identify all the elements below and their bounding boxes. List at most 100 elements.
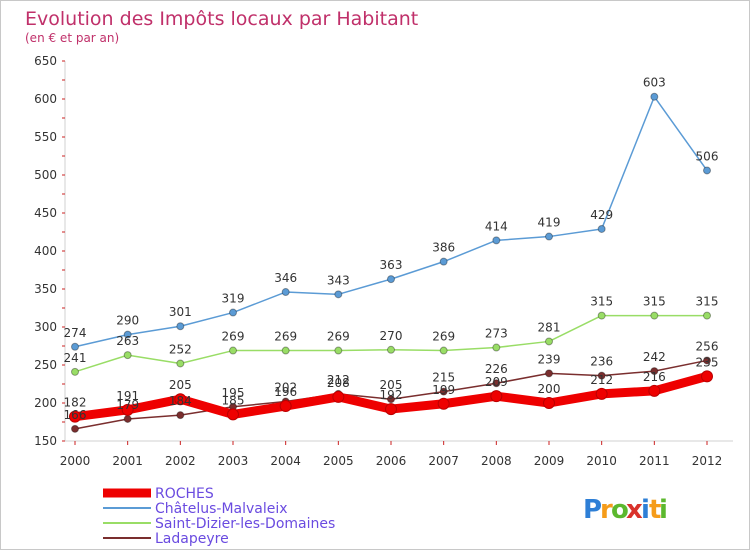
logo-letter: P [583, 495, 602, 525]
data-label: 200 [538, 382, 561, 396]
data-point [176, 322, 185, 331]
data-label: 346 [274, 271, 297, 285]
data-label: 603 [643, 76, 666, 90]
data-point [650, 367, 659, 376]
data-label: 315 [590, 295, 613, 309]
x-tick-label: 2005 [323, 454, 354, 468]
x-tick-label: 2011 [639, 454, 670, 468]
data-point [387, 345, 395, 354]
data-point [439, 387, 448, 396]
data-point [69, 410, 81, 423]
data-point [334, 346, 343, 355]
legend-label: ROCHES [155, 486, 214, 502]
logo-letter: t [649, 495, 661, 525]
data-label: 179 [116, 398, 139, 412]
data-point [71, 424, 79, 433]
data-point [227, 408, 239, 421]
data-label: 269 [222, 330, 245, 344]
data-point [437, 397, 450, 410]
data-label: 226 [485, 362, 508, 376]
data-label: 195 [222, 386, 245, 400]
x-tick-label: 2002 [165, 454, 196, 468]
data-label: 281 [538, 320, 561, 334]
data-point [281, 288, 290, 297]
data-point [387, 395, 395, 404]
data-point [490, 390, 503, 403]
data-point [229, 308, 237, 317]
data-label: 269 [327, 330, 350, 344]
data-point [71, 342, 79, 351]
data-point [492, 343, 501, 352]
data-point [121, 403, 134, 416]
x-tick-label: 2000 [60, 454, 91, 468]
data-label: 274 [64, 326, 87, 340]
axes: 150 200 250 300 350 400 450 500 550 600 650 2000 200… [34, 54, 733, 468]
data-label: 215 [432, 371, 455, 385]
data-point [387, 275, 395, 284]
x-tick-label: 2010 [586, 454, 617, 468]
data-point [176, 411, 185, 420]
data-label: 343 [327, 273, 350, 287]
y-tick-label: 150 [34, 434, 57, 448]
data-label: 363 [380, 258, 403, 272]
legend-label: Saint-Dizier-les-Domaines [155, 516, 335, 532]
data-label: 236 [590, 355, 613, 369]
chart-title: Evolution des Impôts locaux par Habitant [25, 8, 418, 30]
data-label: 319 [222, 292, 245, 306]
x-tick-label: 2007 [428, 454, 459, 468]
data-label: 301 [169, 305, 192, 319]
data-label: 270 [380, 329, 403, 343]
data-point [701, 370, 713, 383]
x-tick-label: 2004 [270, 454, 301, 468]
data-label: 315 [696, 295, 719, 309]
data-label: 235 [696, 355, 719, 369]
y-tick-label: 450 [34, 206, 57, 220]
data-label: 185 [222, 393, 245, 407]
data-point [439, 257, 448, 266]
data-label: 182 [64, 396, 87, 410]
data-point [176, 359, 185, 368]
data-labels: 182 191 205 185 196 208 192 199 209 200 212 216 235 2… [64, 76, 719, 422]
data-label: 273 [485, 327, 508, 341]
data-label: 242 [643, 350, 666, 364]
legend-label: Ladapeyre [155, 531, 229, 547]
data-point [123, 414, 132, 423]
data-point [545, 337, 553, 346]
data-point [123, 351, 132, 360]
data-label: 239 [538, 352, 561, 366]
legend: ROCHESChâtelus-MalvaleixSaint-Dizier-les… [103, 486, 335, 547]
data-label: 241 [64, 351, 87, 365]
data-point [123, 330, 132, 339]
y-tick-label: 300 [34, 320, 57, 334]
data-label: 269 [274, 330, 297, 344]
series-layer [69, 92, 713, 433]
legend-label: Châtelus-Malvaleix [155, 501, 288, 517]
chart-subtitle: (en € et par an) [25, 31, 119, 45]
data-point [543, 397, 555, 409]
data-point [174, 393, 187, 406]
data-label: 290 [116, 314, 139, 328]
data-point [385, 403, 397, 416]
data-label: 196 [274, 385, 297, 399]
data-label: 506 [696, 149, 719, 163]
y-tick-label: 550 [34, 130, 57, 144]
data-label: 209 [485, 375, 508, 389]
data-label: 208 [327, 376, 350, 390]
data-point [597, 224, 606, 233]
data-label: 191 [116, 389, 139, 403]
data-label: 216 [643, 370, 666, 384]
data-point [703, 311, 711, 320]
data-label: 414 [485, 219, 508, 233]
data-point [439, 346, 448, 355]
data-label: 269 [432, 330, 455, 344]
x-tick-label: 2006 [376, 454, 407, 468]
data-point [597, 311, 606, 320]
x-tick-label: 2003 [218, 454, 249, 468]
logo-letter: i [659, 495, 668, 525]
data-point [71, 367, 79, 376]
logo-letter: o [611, 495, 629, 525]
x-tick-label: 2012 [692, 454, 723, 468]
data-label: 184 [169, 394, 192, 408]
data-label: 212 [590, 373, 613, 387]
